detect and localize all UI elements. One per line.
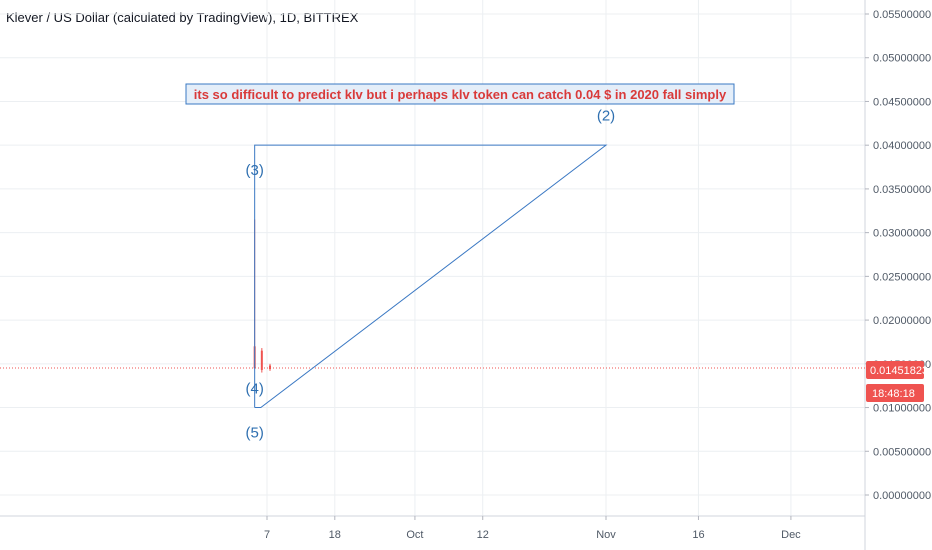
candle-body xyxy=(269,365,271,370)
y-tick-label: 0.03500000 xyxy=(873,184,931,196)
y-tick-label: 0.00500000 xyxy=(873,446,931,458)
y-tick-label: 0.05500000 xyxy=(873,9,931,21)
wave-label: (3) xyxy=(246,162,264,179)
price-tag-countdown: 18:48:18 xyxy=(872,388,915,400)
wave-labels: (2) (3) (4) (5) xyxy=(246,108,616,442)
y-tick-label: 0.04500000 xyxy=(873,96,931,108)
x-tick-label: 16 xyxy=(692,529,704,541)
price-tag: 0.01451823 18:48:18 xyxy=(866,361,928,402)
wave-label: (2) xyxy=(597,108,615,125)
candles xyxy=(253,219,271,373)
y-tick-label: 0.02000000 xyxy=(873,315,931,327)
x-tick-label: 12 xyxy=(477,529,489,541)
x-tick-label: 7 xyxy=(264,529,270,541)
y-axis[interactable]: 0.05500000 0.05000000 0.04500000 0.04000000… xyxy=(865,9,931,502)
wave-label: (4) xyxy=(246,381,264,398)
x-axis[interactable]: 7 18 Oct 12 Nov 16 Dec xyxy=(264,516,801,541)
y-tick-label: 0.00000000 xyxy=(873,490,931,502)
x-tick-label: Dec xyxy=(781,529,801,541)
price-tag-value: 0.01451823 xyxy=(870,365,928,377)
y-tick-label: 0.01000000 xyxy=(873,403,931,415)
annotation-box[interactable]: its so difficult to predict klv but i pe… xyxy=(185,83,735,105)
annotation-text: its so difficult to predict klv but i pe… xyxy=(194,87,727,102)
x-tick-label: 18 xyxy=(329,529,341,541)
x-tick-label: Nov xyxy=(596,529,616,541)
wave-label: (5) xyxy=(246,425,264,442)
candle-body xyxy=(260,350,263,370)
y-tick-label: 0.04000000 xyxy=(873,140,931,152)
y-tick-label: 0.03000000 xyxy=(873,228,931,240)
y-tick-label: 0.02500000 xyxy=(873,271,931,283)
x-tick-label: Oct xyxy=(406,529,423,541)
y-tick-label: 0.05000000 xyxy=(873,53,931,65)
grid xyxy=(0,0,865,516)
wave-path-line[interactable] xyxy=(254,144,608,409)
